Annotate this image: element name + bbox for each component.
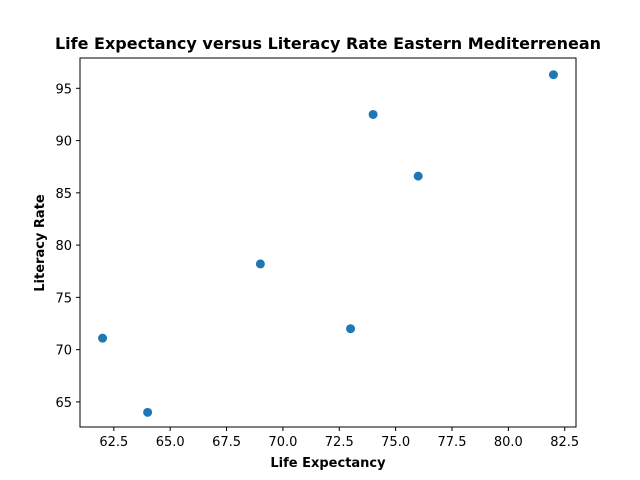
x-tick-label: 82.5: [550, 435, 579, 450]
y-tick-label: 95: [55, 82, 72, 97]
x-tick-label: 62.5: [99, 435, 128, 450]
x-tick-label: 75.0: [381, 435, 410, 450]
data-point: [413, 171, 423, 181]
data-point: [255, 259, 265, 269]
data-point: [143, 407, 153, 417]
data-points: [98, 70, 558, 417]
x-tick-label: 72.5: [325, 435, 354, 450]
plot-area: [79, 57, 577, 428]
y-tick-label: 90: [55, 135, 72, 150]
x-tick-label: 65.0: [156, 435, 185, 450]
y-tick-label: 65: [55, 396, 72, 411]
y-tick-label: 70: [55, 344, 72, 359]
x-tick-label: 80.0: [494, 435, 523, 450]
data-point: [548, 70, 558, 80]
x-tick-label: 67.5: [212, 435, 241, 450]
x-tick-label: 77.5: [438, 435, 467, 450]
y-tick-label: 85: [55, 187, 72, 202]
data-point: [368, 109, 378, 119]
y-axis-label: Literacy Rate: [33, 194, 48, 292]
y-tick-label: 80: [55, 239, 72, 254]
data-point: [98, 333, 108, 343]
y-tick-label: 75: [55, 291, 72, 306]
x-tick-label: 70.0: [268, 435, 297, 450]
x-axis-ticks: 62.5 65.0 67.5 70.0 72.5 75.0 77.5 80.0 82.5: [99, 427, 579, 450]
data-point: [346, 324, 356, 334]
chart-title: Life Expectancy versus Literacy Rate Eas…: [55, 34, 601, 53]
x-axis-label: Life Expectancy: [270, 456, 386, 471]
y-axis-ticks: 65 70 75 80 85 90 95: [55, 82, 80, 411]
